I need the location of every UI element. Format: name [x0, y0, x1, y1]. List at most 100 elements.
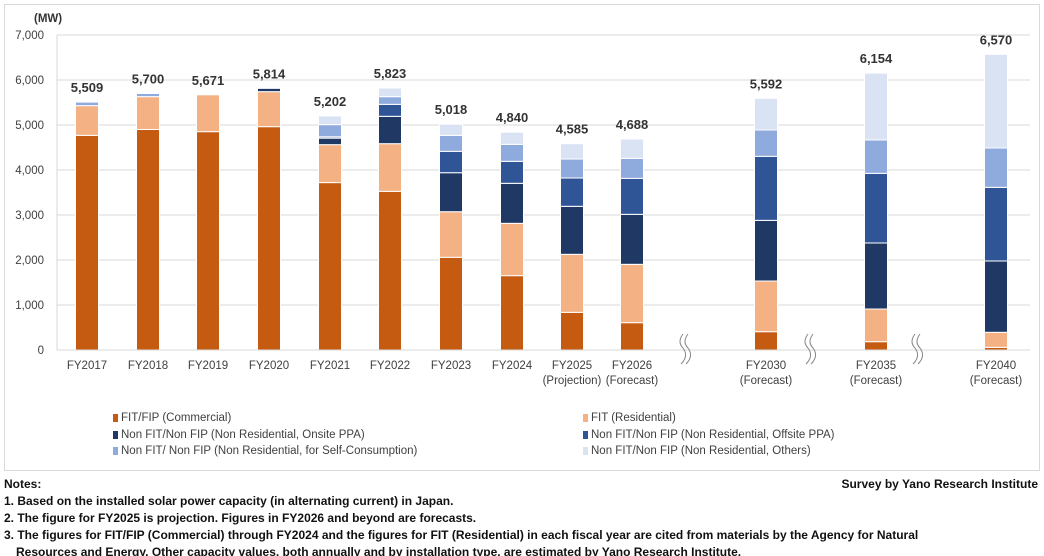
legend-swatch	[113, 431, 118, 439]
bar-segment	[560, 158, 584, 179]
axis-break-icon	[809, 333, 817, 365]
bar-segment	[196, 94, 220, 133]
chart-frame	[4, 4, 1040, 471]
legend-swatch	[583, 447, 588, 455]
bar-segment	[318, 124, 342, 138]
total-label: 5,592	[750, 76, 783, 91]
x-tick-sublabel: (Forecast)	[740, 375, 793, 387]
bar-segment	[754, 280, 778, 333]
bar-segment	[984, 186, 1008, 262]
bar-segment	[984, 147, 1008, 188]
legend-label: FIT/FIP (Commercial)	[121, 412, 232, 424]
x-tick-label: FY2022	[370, 360, 410, 372]
bar-segment	[439, 211, 463, 258]
bar-segment	[984, 331, 1008, 348]
y-axis-label: (MW)	[34, 13, 62, 25]
bar-segment	[560, 143, 584, 160]
x-tick-sublabel: (Projection)	[543, 375, 602, 387]
total-label: 5,814	[253, 66, 286, 81]
x-tick-sublabel: (Forecast)	[850, 375, 903, 387]
bar-segment	[136, 96, 160, 130]
total-label: 5,509	[71, 80, 104, 95]
bar-segment	[560, 205, 584, 255]
total-label: 5,018	[435, 102, 468, 117]
bar-segment	[620, 157, 644, 179]
notes: Notes: Survey by Yano Research Institute…	[4, 476, 1040, 556]
bar-segment	[864, 308, 888, 343]
x-tick-label: FY2020	[249, 360, 289, 372]
bar-segment	[864, 341, 888, 351]
legend-swatch	[113, 414, 118, 422]
bar-segment	[378, 96, 402, 105]
bar-segment	[318, 182, 342, 351]
bar-segment	[75, 105, 99, 136]
bar-segment	[864, 139, 888, 174]
bar-segment	[754, 331, 778, 351]
legend-item: Non FIT/Non FIP (Non Residential, Others…	[583, 445, 811, 457]
x-tick-label: FY2026	[612, 360, 652, 372]
x-tick-label: FY2017	[67, 360, 107, 372]
bar-segment	[620, 138, 644, 159]
bar-segment	[378, 103, 402, 117]
x-tick-label: FY2024	[492, 360, 533, 372]
bar-segment	[560, 253, 584, 313]
axis-break-icon	[679, 333, 687, 365]
bar-segment	[500, 131, 524, 145]
total-label: 5,202	[314, 94, 347, 109]
total-label: 6,570	[980, 32, 1013, 47]
legend-item: FIT/FIP (Commercial)	[113, 412, 231, 424]
bar-segment	[257, 87, 281, 93]
bar-segment	[136, 129, 160, 351]
legend-label: Non FIT/ Non FIP (Non Residential, for S…	[121, 445, 418, 457]
bar-segment	[136, 93, 160, 98]
legend-swatch	[583, 431, 588, 439]
note-3: 3. The figures for FIT/FIP (Commercial) …	[4, 528, 919, 542]
total-label: 4,688	[616, 117, 649, 132]
bar-segment	[984, 260, 1008, 333]
bar-segment	[620, 213, 644, 265]
notes-heading: Notes:	[4, 477, 42, 491]
legend-swatch	[583, 414, 588, 422]
legend-item: Non FIT/Non FIP (Non Residential, Offsit…	[583, 429, 835, 441]
y-tick-label: 1,000	[15, 300, 44, 312]
stacked-bar-chart: 0 1,000 2,000 3,000 4,000 5,000 6,000 7,000 (MW)…	[15, 13, 1030, 387]
bar-segment	[500, 143, 524, 162]
legend-label: FIT (Residential)	[591, 412, 676, 424]
bar-segment	[984, 53, 1008, 149]
legend-swatch	[113, 447, 118, 455]
x-tick-sublabel: (Forecast)	[970, 375, 1023, 387]
bar-segment	[500, 160, 524, 184]
bar-segment	[439, 172, 463, 213]
axis-break-icon	[911, 333, 919, 365]
total-label: 5,700	[132, 72, 165, 87]
axis-break-icon	[804, 333, 812, 365]
bar-segment	[500, 275, 524, 351]
bar-segment	[560, 311, 584, 351]
bar-segment	[318, 137, 342, 146]
bar-segment	[318, 115, 342, 126]
total-label: 6,154	[860, 51, 893, 66]
bar-segment	[754, 219, 778, 282]
y-tick-label: 3,000	[15, 210, 44, 222]
y-tick-label: 2,000	[15, 255, 44, 267]
bar-segment	[560, 177, 584, 207]
note-1: 1. Based on the installed solar power ca…	[4, 494, 454, 508]
bar-segment	[378, 143, 402, 192]
legend-label: Non FIT/Non FIP (Non Residential, Offsit…	[591, 429, 835, 441]
bar-segment	[754, 97, 778, 131]
bar-segment	[257, 91, 281, 128]
axis-break-icon	[684, 333, 692, 365]
legend-label: Non FIT/Non FIP (Non Residential, Onsite…	[121, 429, 365, 441]
bar-segment	[620, 177, 644, 215]
legend-item: FIT (Residential)	[583, 412, 676, 424]
y-tick-label: 4,000	[15, 165, 44, 177]
bar-segment	[196, 131, 220, 351]
x-tick-label: FY2035	[856, 360, 896, 372]
bar-segment	[864, 72, 888, 141]
x-tick-label: FY2019	[188, 360, 228, 372]
total-label: 5,671	[192, 73, 225, 88]
bar-segment	[378, 87, 402, 98]
note-3-continued: Resources and Energy. Other capacity val…	[16, 545, 742, 556]
total-label: 4,840	[496, 110, 529, 125]
